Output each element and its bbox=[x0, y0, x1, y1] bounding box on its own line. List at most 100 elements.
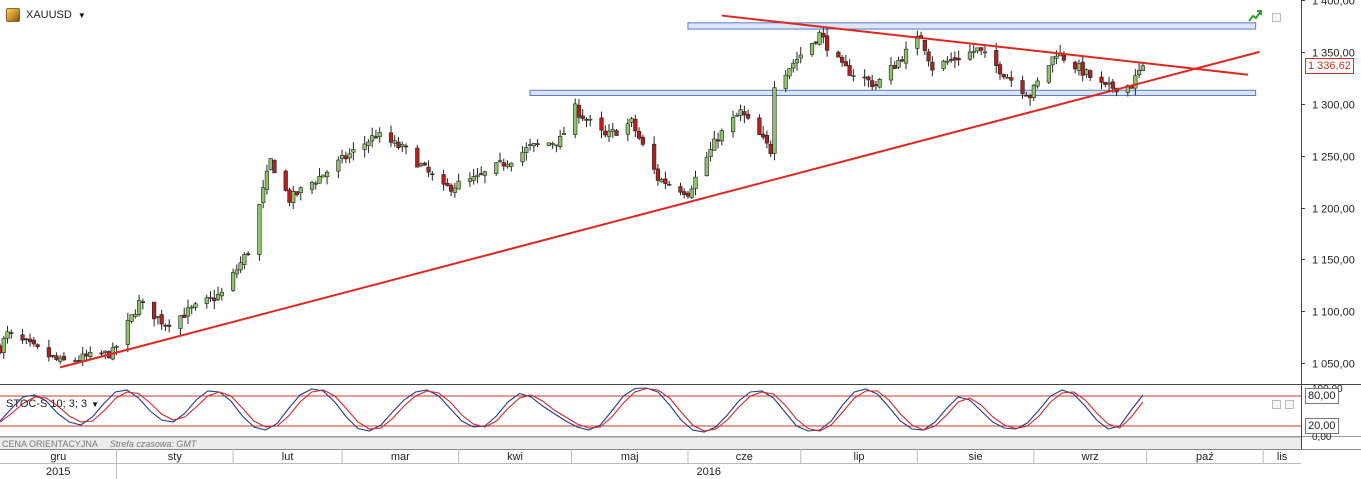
candle-up bbox=[975, 47, 980, 52]
candle-up bbox=[257, 204, 262, 255]
candle-down bbox=[866, 76, 871, 81]
candle-down bbox=[633, 118, 638, 132]
symbol-selector[interactable]: XAUUSD ▼ bbox=[6, 8, 86, 22]
candle-up bbox=[1031, 84, 1036, 98]
candle-down bbox=[746, 113, 751, 119]
candle-up bbox=[1054, 55, 1059, 59]
candle-down bbox=[655, 168, 660, 181]
minimize-panel-button[interactable] bbox=[1272, 13, 1281, 22]
candle-up bbox=[1140, 65, 1145, 72]
candle-down bbox=[873, 84, 879, 86]
y-tick-label: 1 400,00 bbox=[1312, 0, 1355, 8]
stoch-level-20-label: 20,00 bbox=[1305, 418, 1339, 434]
time-axis: gru sty lut mar kwi maj cze lip sie wrz paź lis 2015… bbox=[46, 449, 1288, 479]
candle-down bbox=[163, 324, 168, 327]
candle-up bbox=[1084, 69, 1089, 75]
candle-up bbox=[1005, 76, 1010, 79]
candle-up bbox=[1046, 65, 1051, 83]
month-label: paź bbox=[1196, 451, 1214, 463]
candle-up bbox=[351, 149, 356, 153]
stoch-k-line bbox=[0, 387, 1144, 433]
candle-up bbox=[103, 350, 108, 353]
indicator-selector[interactable]: STOC-S 10; 3; 3 ▼ bbox=[6, 398, 99, 410]
candle-down bbox=[61, 355, 67, 361]
candle-down bbox=[441, 174, 446, 185]
candle-down bbox=[847, 65, 852, 76]
candle-down bbox=[1009, 77, 1014, 81]
month-label: sie bbox=[969, 451, 983, 463]
status-bar: CENA ORIENTACYJNA Strefa czasowa: GMT bbox=[0, 437, 1301, 449]
candle-down bbox=[1024, 94, 1029, 97]
candle-down bbox=[1073, 61, 1078, 70]
candle-up bbox=[264, 170, 270, 190]
candle-up bbox=[340, 154, 345, 160]
candle-up bbox=[204, 297, 209, 304]
candle-down bbox=[757, 117, 762, 136]
candle-up bbox=[313, 182, 318, 185]
candle-up bbox=[234, 269, 239, 275]
caret-down-icon[interactable]: ▼ bbox=[77, 10, 86, 20]
candle-up bbox=[787, 68, 792, 77]
candle-down bbox=[283, 170, 288, 191]
candle-up bbox=[524, 147, 529, 153]
candle-up bbox=[573, 103, 578, 135]
candle-up bbox=[877, 79, 882, 88]
candle-up bbox=[712, 138, 717, 151]
candle-down bbox=[761, 133, 766, 138]
candle-down bbox=[99, 352, 104, 355]
candle-down bbox=[35, 344, 40, 347]
candle-up bbox=[80, 353, 85, 362]
candle-down bbox=[182, 314, 187, 318]
candle-up bbox=[114, 345, 119, 348]
timezone-label: Strefa czasowa: GMT bbox=[109, 438, 197, 449]
candle-up bbox=[475, 174, 480, 178]
candle-up bbox=[693, 176, 698, 190]
stoch-d-line bbox=[0, 387, 1144, 432]
indicator-minimize-button[interactable] bbox=[1272, 400, 1281, 409]
candle-down bbox=[9, 332, 14, 334]
candle-down bbox=[246, 253, 251, 256]
candle-up bbox=[730, 117, 736, 133]
candle-up bbox=[527, 144, 533, 146]
trendline bbox=[721, 14, 1249, 76]
candle-down bbox=[1027, 95, 1033, 99]
candle-up bbox=[1106, 82, 1112, 85]
support-resistance-zones bbox=[529, 22, 1257, 96]
candle-down bbox=[663, 178, 668, 184]
candle-up bbox=[291, 191, 296, 203]
candle-up bbox=[546, 142, 551, 146]
candle-down bbox=[1099, 76, 1104, 83]
candle-down bbox=[843, 61, 848, 67]
candle-down bbox=[1088, 70, 1093, 78]
candle-up bbox=[509, 162, 514, 167]
candle-down bbox=[1020, 80, 1025, 94]
candle-up bbox=[467, 178, 473, 182]
candle-up bbox=[945, 60, 950, 63]
candle-up bbox=[719, 130, 724, 142]
candle-down bbox=[764, 135, 770, 144]
gold-bar-icon bbox=[6, 8, 20, 22]
candle-up bbox=[1, 338, 6, 354]
candle-down bbox=[535, 143, 540, 145]
candle-down bbox=[479, 173, 484, 175]
caret-down-icon[interactable]: ▼ bbox=[91, 399, 100, 409]
indicator-close-button[interactable] bbox=[1285, 400, 1294, 409]
y-tick-label: 1 100,00 bbox=[1312, 307, 1355, 319]
candle-down bbox=[0, 345, 3, 354]
candle-up bbox=[791, 63, 796, 69]
green-trend-icon[interactable] bbox=[1248, 10, 1262, 22]
candle-down bbox=[430, 173, 435, 176]
candle-down bbox=[862, 76, 867, 79]
candle-down bbox=[46, 347, 51, 358]
candle-down bbox=[900, 59, 905, 62]
y-tick-label: 1 150,00 bbox=[1312, 255, 1355, 267]
current-price-label: 1 336,62 bbox=[1305, 58, 1354, 74]
candle-up bbox=[125, 320, 130, 345]
candle-down bbox=[667, 183, 672, 186]
candle-down bbox=[31, 339, 36, 345]
candle-down bbox=[272, 159, 277, 174]
candle-down bbox=[294, 191, 300, 196]
candle-up bbox=[1137, 69, 1142, 76]
candle-up bbox=[896, 59, 901, 68]
